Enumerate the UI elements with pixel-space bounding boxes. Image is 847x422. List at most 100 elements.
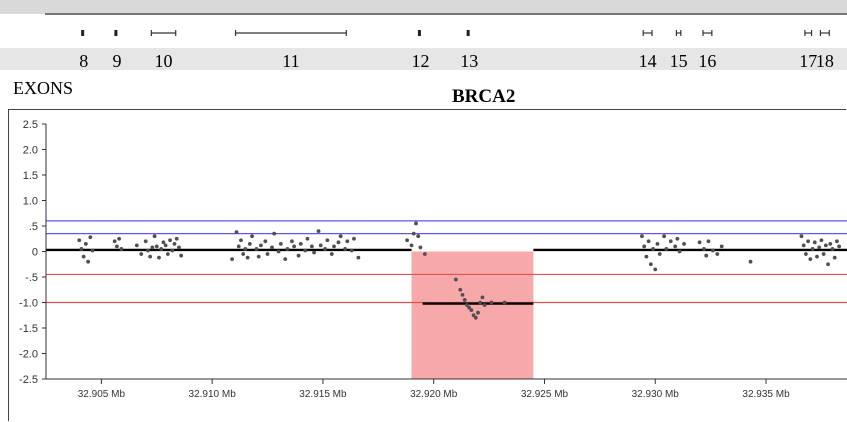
data-point: [460, 292, 465, 297]
data-point: [256, 254, 261, 259]
y-tick-label: 1.0: [23, 196, 38, 208]
exon-12-mark: [417, 30, 421, 36]
x-tick-label: 32.910 Mb: [189, 389, 237, 400]
data-point: [418, 245, 423, 250]
data-point: [292, 244, 297, 249]
data-point: [352, 236, 356, 241]
data-point: [715, 252, 720, 256]
data-point: [414, 221, 418, 226]
data-point: [821, 252, 826, 256]
data-point: [283, 257, 288, 262]
data-point: [706, 239, 711, 244]
data-point: [411, 231, 416, 236]
data-point: [263, 239, 268, 244]
data-point: [673, 244, 678, 249]
exon-label: 18: [816, 51, 834, 71]
exon-track-top-band: [0, 0, 847, 14]
data-point: [139, 252, 144, 256]
data-point: [79, 247, 84, 251]
data-point: [134, 243, 139, 248]
data-point: [230, 257, 234, 262]
data-point: [453, 277, 458, 282]
exon-label: 17: [799, 51, 817, 71]
x-tick-label: 32.925 Mb: [521, 389, 569, 400]
data-point: [657, 252, 662, 256]
data-point: [161, 240, 166, 245]
data-point: [812, 240, 817, 245]
data-point: [469, 308, 474, 313]
data-point: [356, 255, 361, 260]
data-point: [819, 238, 824, 243]
data-point: [312, 250, 316, 255]
data-point: [243, 247, 248, 251]
data-point: [81, 254, 86, 259]
data-point: [704, 253, 709, 258]
data-point: [799, 234, 804, 239]
data-point: [114, 244, 119, 249]
data-point: [278, 241, 283, 246]
data-point: [179, 253, 184, 258]
data-point: [682, 241, 686, 246]
exon-label: 15: [670, 51, 688, 71]
y-tick-label: 2.5: [23, 119, 38, 131]
points-layer: [77, 221, 842, 320]
data-point: [648, 262, 653, 267]
data-point: [236, 244, 241, 249]
data-point: [808, 257, 813, 262]
data-point: [471, 313, 476, 318]
copy-number-plot: 2.5 2.0 1.5 1.0 .5 0 -.5 -1.0 -1.5 -2.0 -2.5 32.90…: [19, 119, 847, 400]
data-point: [823, 243, 828, 248]
data-point: [677, 249, 682, 254]
x-tick-label: 32.930 Mb: [632, 389, 680, 400]
data-point: [168, 238, 172, 243]
data-point: [480, 295, 485, 300]
data-point: [662, 234, 667, 239]
exon-label: 9: [113, 51, 122, 71]
exon-label: 13: [460, 51, 478, 71]
x-tick-label: 32.905 Mb: [78, 389, 126, 400]
data-point: [489, 300, 494, 305]
y-tick-label: 0: [32, 247, 38, 259]
x-tick-label: 32.920 Mb: [410, 389, 458, 400]
data-point: [502, 300, 507, 305]
data-point: [835, 239, 839, 244]
data-point: [148, 254, 153, 259]
data-point: [476, 310, 480, 315]
y-tick-label: -2.0: [19, 349, 38, 361]
data-point: [86, 259, 90, 264]
data-point: [112, 239, 117, 244]
x-tick-label: 32.935 Mb: [742, 389, 790, 400]
data-point: [806, 239, 811, 244]
data-point: [830, 247, 835, 251]
data-point: [234, 230, 239, 235]
gene-title: BRCA2: [452, 86, 516, 107]
data-point: [170, 248, 175, 253]
exon-label: 10: [155, 51, 173, 71]
data-point: [644, 254, 649, 259]
data-point: [159, 247, 164, 251]
exon-8-mark: [81, 30, 85, 36]
data-point: [467, 305, 472, 310]
data-point: [338, 234, 343, 239]
exon-9-mark: [114, 30, 118, 36]
data-point: [152, 234, 157, 239]
data-point: [241, 252, 246, 256]
data-point: [810, 247, 815, 251]
data-point: [77, 238, 82, 243]
data-point: [276, 249, 281, 254]
y-tick-label: -1.0: [19, 298, 38, 310]
data-point: [245, 255, 250, 260]
data-point: [325, 238, 330, 243]
data-point: [163, 243, 168, 248]
exon-13-mark: [466, 30, 470, 36]
data-point: [150, 245, 155, 250]
data-point: [298, 241, 303, 246]
x-axis: 32.905 Mb 32.910 Mb 32.915 Mb 32.920 Mb 32.9…: [46, 378, 847, 400]
data-point: [265, 252, 270, 256]
data-point: [285, 247, 290, 251]
data-point: [482, 303, 487, 307]
y-tick-label: 2.0: [23, 145, 38, 157]
data-point: [646, 239, 651, 244]
data-point: [239, 238, 243, 243]
exon-label: 8: [79, 51, 88, 71]
